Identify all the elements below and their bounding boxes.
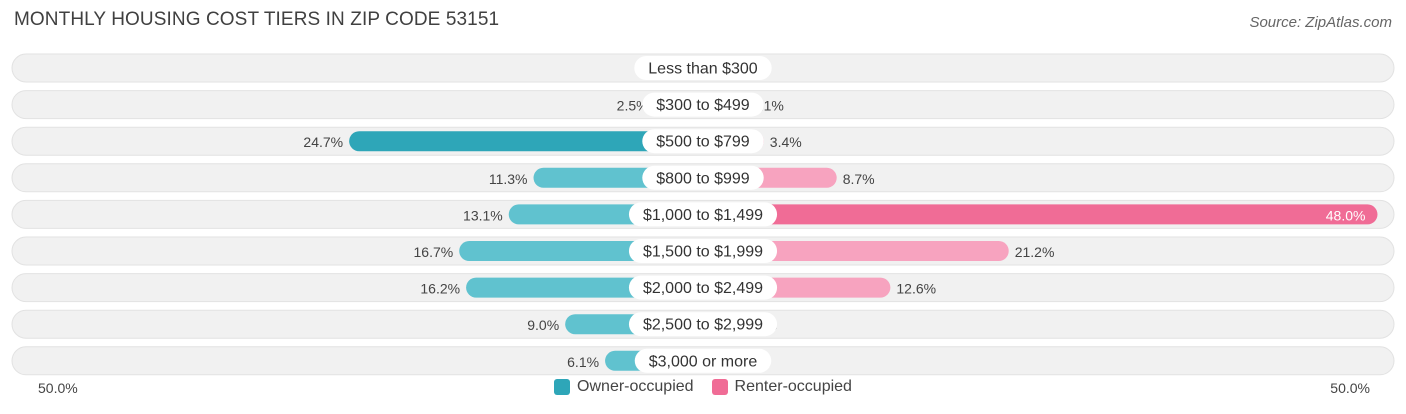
owner-value-label: 16.7% bbox=[414, 244, 454, 260]
category-label: $1,500 to $1,999 bbox=[643, 244, 763, 261]
category-label: $500 to $799 bbox=[656, 134, 750, 151]
renter-value-label: 12.6% bbox=[896, 281, 936, 297]
category-pill bbox=[628, 275, 778, 300]
category-pill bbox=[634, 56, 772, 80]
category-label: $800 to $999 bbox=[656, 170, 750, 187]
category-label: Less than $300 bbox=[648, 61, 758, 78]
renter-value-label: 48.0% bbox=[1326, 207, 1366, 223]
owner-value-label: 13.1% bbox=[463, 207, 503, 223]
chart-source: Source: ZipAtlas.com bbox=[1249, 14, 1392, 31]
category-pill bbox=[634, 348, 772, 373]
renter-value-label: 8.7% bbox=[843, 171, 875, 187]
owner-value-label: 24.7% bbox=[303, 134, 343, 150]
category-pill bbox=[642, 129, 764, 154]
category-label: $300 to $499 bbox=[656, 97, 750, 114]
renter-value-label: 3.4% bbox=[770, 134, 802, 150]
category-label: $2,500 to $2,999 bbox=[643, 317, 763, 334]
category-pill bbox=[642, 92, 764, 117]
legend-swatch-renter bbox=[711, 379, 728, 395]
category-pill bbox=[628, 239, 778, 263]
owner-value-label: 11.3% bbox=[489, 171, 528, 187]
axis-left-label: 50.0% bbox=[38, 380, 78, 396]
owner-value-label: 16.2% bbox=[420, 281, 460, 297]
owner-value-label: 6.1% bbox=[567, 354, 599, 370]
owner-bar bbox=[349, 131, 703, 152]
legend-swatch-owner bbox=[554, 379, 571, 395]
legend-item-renter: Renter-occupied bbox=[711, 378, 852, 396]
renter-bar bbox=[703, 204, 1378, 225]
legend-label-owner: Owner-occupied bbox=[577, 378, 694, 395]
category-label: $3,000 or more bbox=[649, 353, 758, 370]
axis-right-label: 50.0% bbox=[1330, 380, 1370, 396]
legend-item-owner: Owner-occupied bbox=[554, 378, 694, 396]
category-pill bbox=[628, 202, 778, 227]
legend: Owner-occupied Renter-occupied bbox=[0, 378, 1406, 396]
category-pill bbox=[628, 312, 778, 337]
owner-value-label: 2.5% bbox=[617, 98, 649, 114]
category-label: $1,000 to $1,499 bbox=[643, 207, 763, 224]
renter-bar bbox=[703, 241, 1009, 261]
legend-label-renter: Renter-occupied bbox=[734, 378, 852, 395]
category-label: $2,000 to $2,499 bbox=[643, 280, 763, 297]
owner-value-label: 9.0% bbox=[527, 317, 559, 333]
renter-value-label: 21.2% bbox=[1015, 244, 1055, 260]
category-pill bbox=[642, 165, 764, 190]
chart-title: MONTHLY HOUSING COST TIERS IN ZIP CODE 5… bbox=[14, 9, 500, 30]
